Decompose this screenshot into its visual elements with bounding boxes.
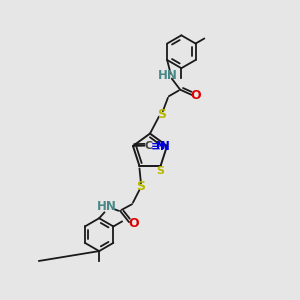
Text: S: S	[136, 180, 146, 193]
Text: S: S	[157, 167, 164, 176]
Text: O: O	[191, 89, 201, 102]
Text: N: N	[156, 141, 165, 151]
Text: HN: HN	[97, 200, 117, 213]
Text: O: O	[128, 217, 139, 230]
Text: C: C	[145, 141, 153, 151]
Text: ≡N: ≡N	[151, 140, 171, 153]
Text: HN: HN	[158, 69, 178, 82]
Text: S: S	[157, 108, 166, 121]
